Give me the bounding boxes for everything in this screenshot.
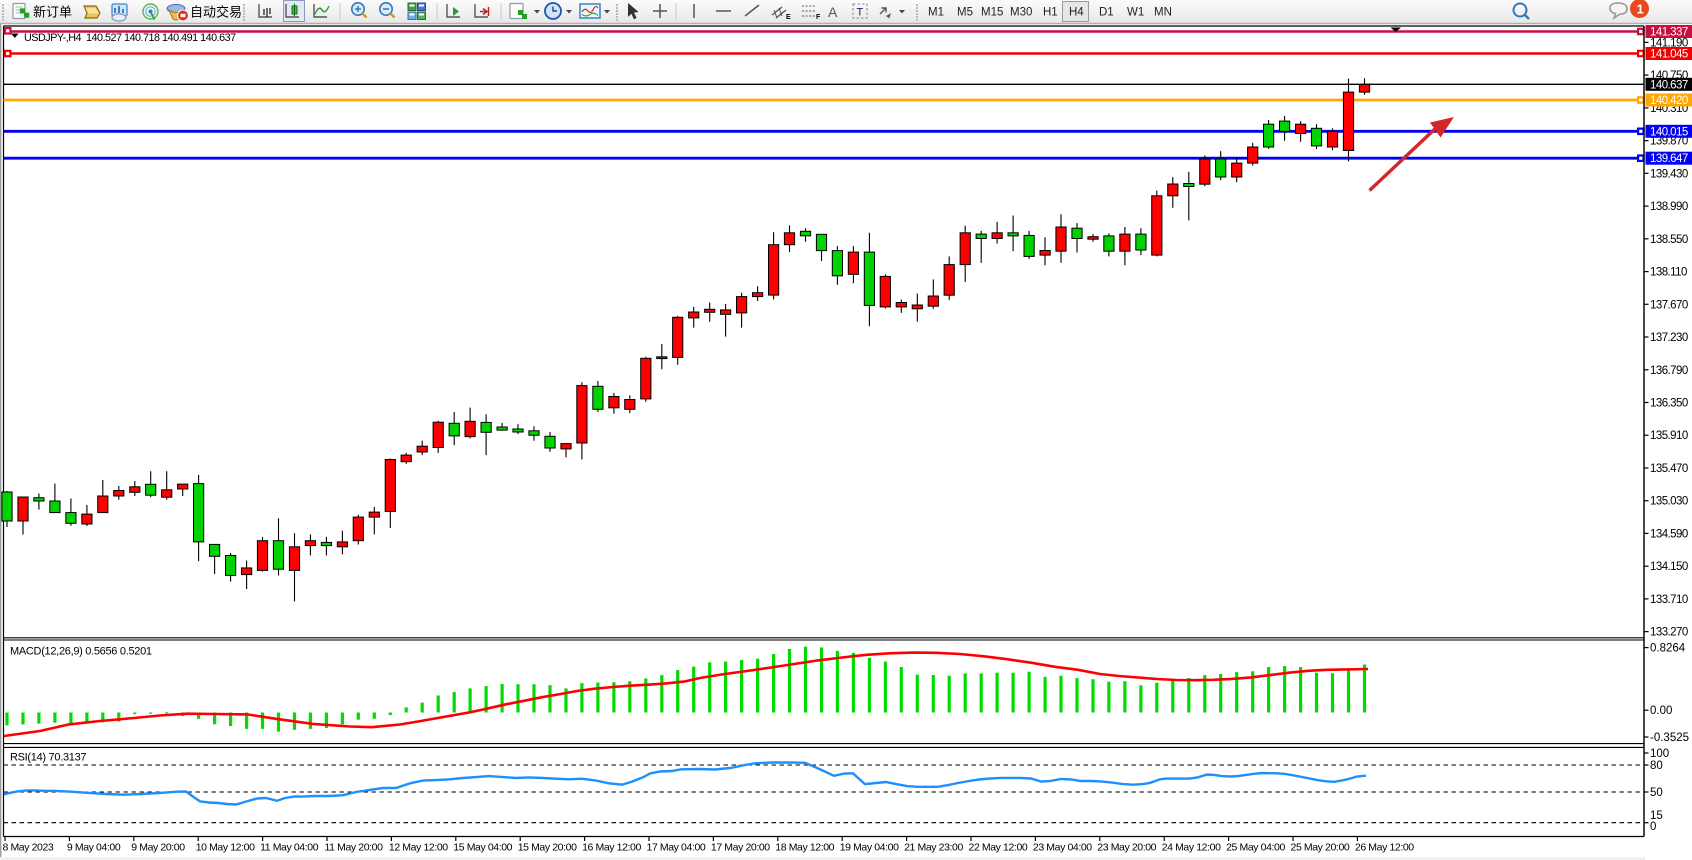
svg-text:15 May 04:00: 15 May 04:00: [453, 842, 512, 854]
svg-text:16 May 12:00: 16 May 12:00: [582, 842, 641, 854]
svg-text:26 May 12:00: 26 May 12:00: [1355, 842, 1414, 854]
svg-text:140.637: 140.637: [1650, 79, 1688, 91]
svg-text:0.8264: 0.8264: [1650, 643, 1686, 655]
svg-text:100: 100: [1650, 748, 1669, 760]
svg-text:140.015: 140.015: [1650, 126, 1688, 138]
svg-text:135.910: 135.910: [1650, 430, 1688, 442]
svg-text:141.190: 141.190: [1650, 37, 1688, 49]
svg-text:137.230: 137.230: [1650, 332, 1688, 344]
svg-text:136.350: 136.350: [1650, 398, 1688, 410]
svg-text:E: E: [786, 14, 791, 21]
svg-text:18 May 12:00: 18 May 12:00: [775, 842, 834, 854]
svg-text:T: T: [857, 7, 864, 19]
svg-text:17 May 04:00: 17 May 04:00: [647, 842, 706, 854]
svg-text:135.470: 135.470: [1650, 463, 1688, 475]
svg-text:23 May 04:00: 23 May 04:00: [1033, 842, 1092, 854]
svg-text:19 May 04:00: 19 May 04:00: [840, 842, 899, 854]
svg-text:USDJPY-,H4 140.527 140.718 14: USDJPY-,H4 140.527 140.718 140.491 140.6…: [24, 32, 236, 44]
svg-text:24 May 12:00: 24 May 12:00: [1162, 842, 1221, 854]
svg-text:133.710: 133.710: [1650, 594, 1688, 606]
svg-text:1: 1: [1637, 2, 1644, 17]
svg-text:15: 15: [1650, 810, 1663, 822]
svg-text:141.045: 141.045: [1650, 49, 1688, 61]
svg-text:A: A: [828, 4, 838, 20]
svg-text:17 May 20:00: 17 May 20:00: [711, 842, 770, 854]
svg-text:9 May 04:00: 9 May 04:00: [67, 842, 121, 854]
svg-text:M5: M5: [957, 7, 973, 19]
svg-text:21 May 23:00: 21 May 23:00: [904, 842, 963, 854]
svg-text:137.670: 137.670: [1650, 299, 1688, 311]
svg-text:H4: H4: [1069, 7, 1084, 19]
svg-text:50: 50: [1650, 787, 1663, 799]
svg-text:12 May 12:00: 12 May 12:00: [389, 842, 448, 854]
svg-text:11 May 04:00: 11 May 04:00: [260, 842, 319, 854]
svg-text:25 May 04:00: 25 May 04:00: [1226, 842, 1285, 854]
svg-text:15 May 20:00: 15 May 20:00: [518, 842, 577, 854]
svg-text:8 May 2023: 8 May 2023: [3, 842, 54, 854]
svg-text:M15: M15: [981, 7, 1003, 19]
svg-text:0: 0: [1650, 821, 1656, 833]
svg-text:MACD(12,26,9) 0.5656 0.5201: MACD(12,26,9) 0.5656 0.5201: [10, 646, 152, 658]
svg-text:139.430: 139.430: [1650, 168, 1688, 180]
svg-text:134.150: 134.150: [1650, 561, 1688, 573]
svg-text:140.420: 140.420: [1650, 95, 1688, 107]
svg-text:W1: W1: [1127, 7, 1144, 19]
svg-text:138.550: 138.550: [1650, 234, 1688, 246]
svg-text:M30: M30: [1010, 7, 1032, 19]
svg-text:139.870: 139.870: [1650, 136, 1688, 148]
svg-text:MN: MN: [1154, 7, 1172, 19]
svg-text:138.990: 138.990: [1650, 201, 1688, 213]
svg-text:M1: M1: [928, 7, 944, 19]
svg-text:139.647: 139.647: [1650, 153, 1688, 165]
svg-text:133.270: 133.270: [1650, 627, 1688, 639]
svg-text:80: 80: [1650, 760, 1663, 772]
svg-text:134.590: 134.590: [1650, 528, 1688, 540]
svg-text:138.110: 138.110: [1650, 267, 1687, 279]
svg-text:0.00: 0.00: [1650, 705, 1672, 717]
svg-text:-0.3525: -0.3525: [1650, 732, 1689, 744]
svg-text:H1: H1: [1043, 7, 1058, 19]
svg-text:141.337: 141.337: [1650, 27, 1688, 39]
svg-text:11 May 20:00: 11 May 20:00: [325, 842, 384, 854]
svg-text:136.790: 136.790: [1650, 365, 1688, 377]
svg-text:10 May 12:00: 10 May 12:00: [196, 842, 255, 854]
svg-text:23 May 20:00: 23 May 20:00: [1097, 842, 1156, 854]
svg-text:新订单: 新订单: [33, 5, 72, 20]
svg-text:22 May 12:00: 22 May 12:00: [969, 842, 1028, 854]
svg-text:F: F: [816, 14, 821, 21]
svg-text:D1: D1: [1099, 7, 1114, 19]
svg-text:9 May 20:00: 9 May 20:00: [131, 842, 185, 854]
svg-text:自动交易: 自动交易: [190, 5, 242, 20]
svg-text:RSI(14) 70.3137: RSI(14) 70.3137: [10, 752, 86, 764]
svg-text:25 May 20:00: 25 May 20:00: [1291, 842, 1350, 854]
svg-text:135.030: 135.030: [1650, 496, 1688, 508]
